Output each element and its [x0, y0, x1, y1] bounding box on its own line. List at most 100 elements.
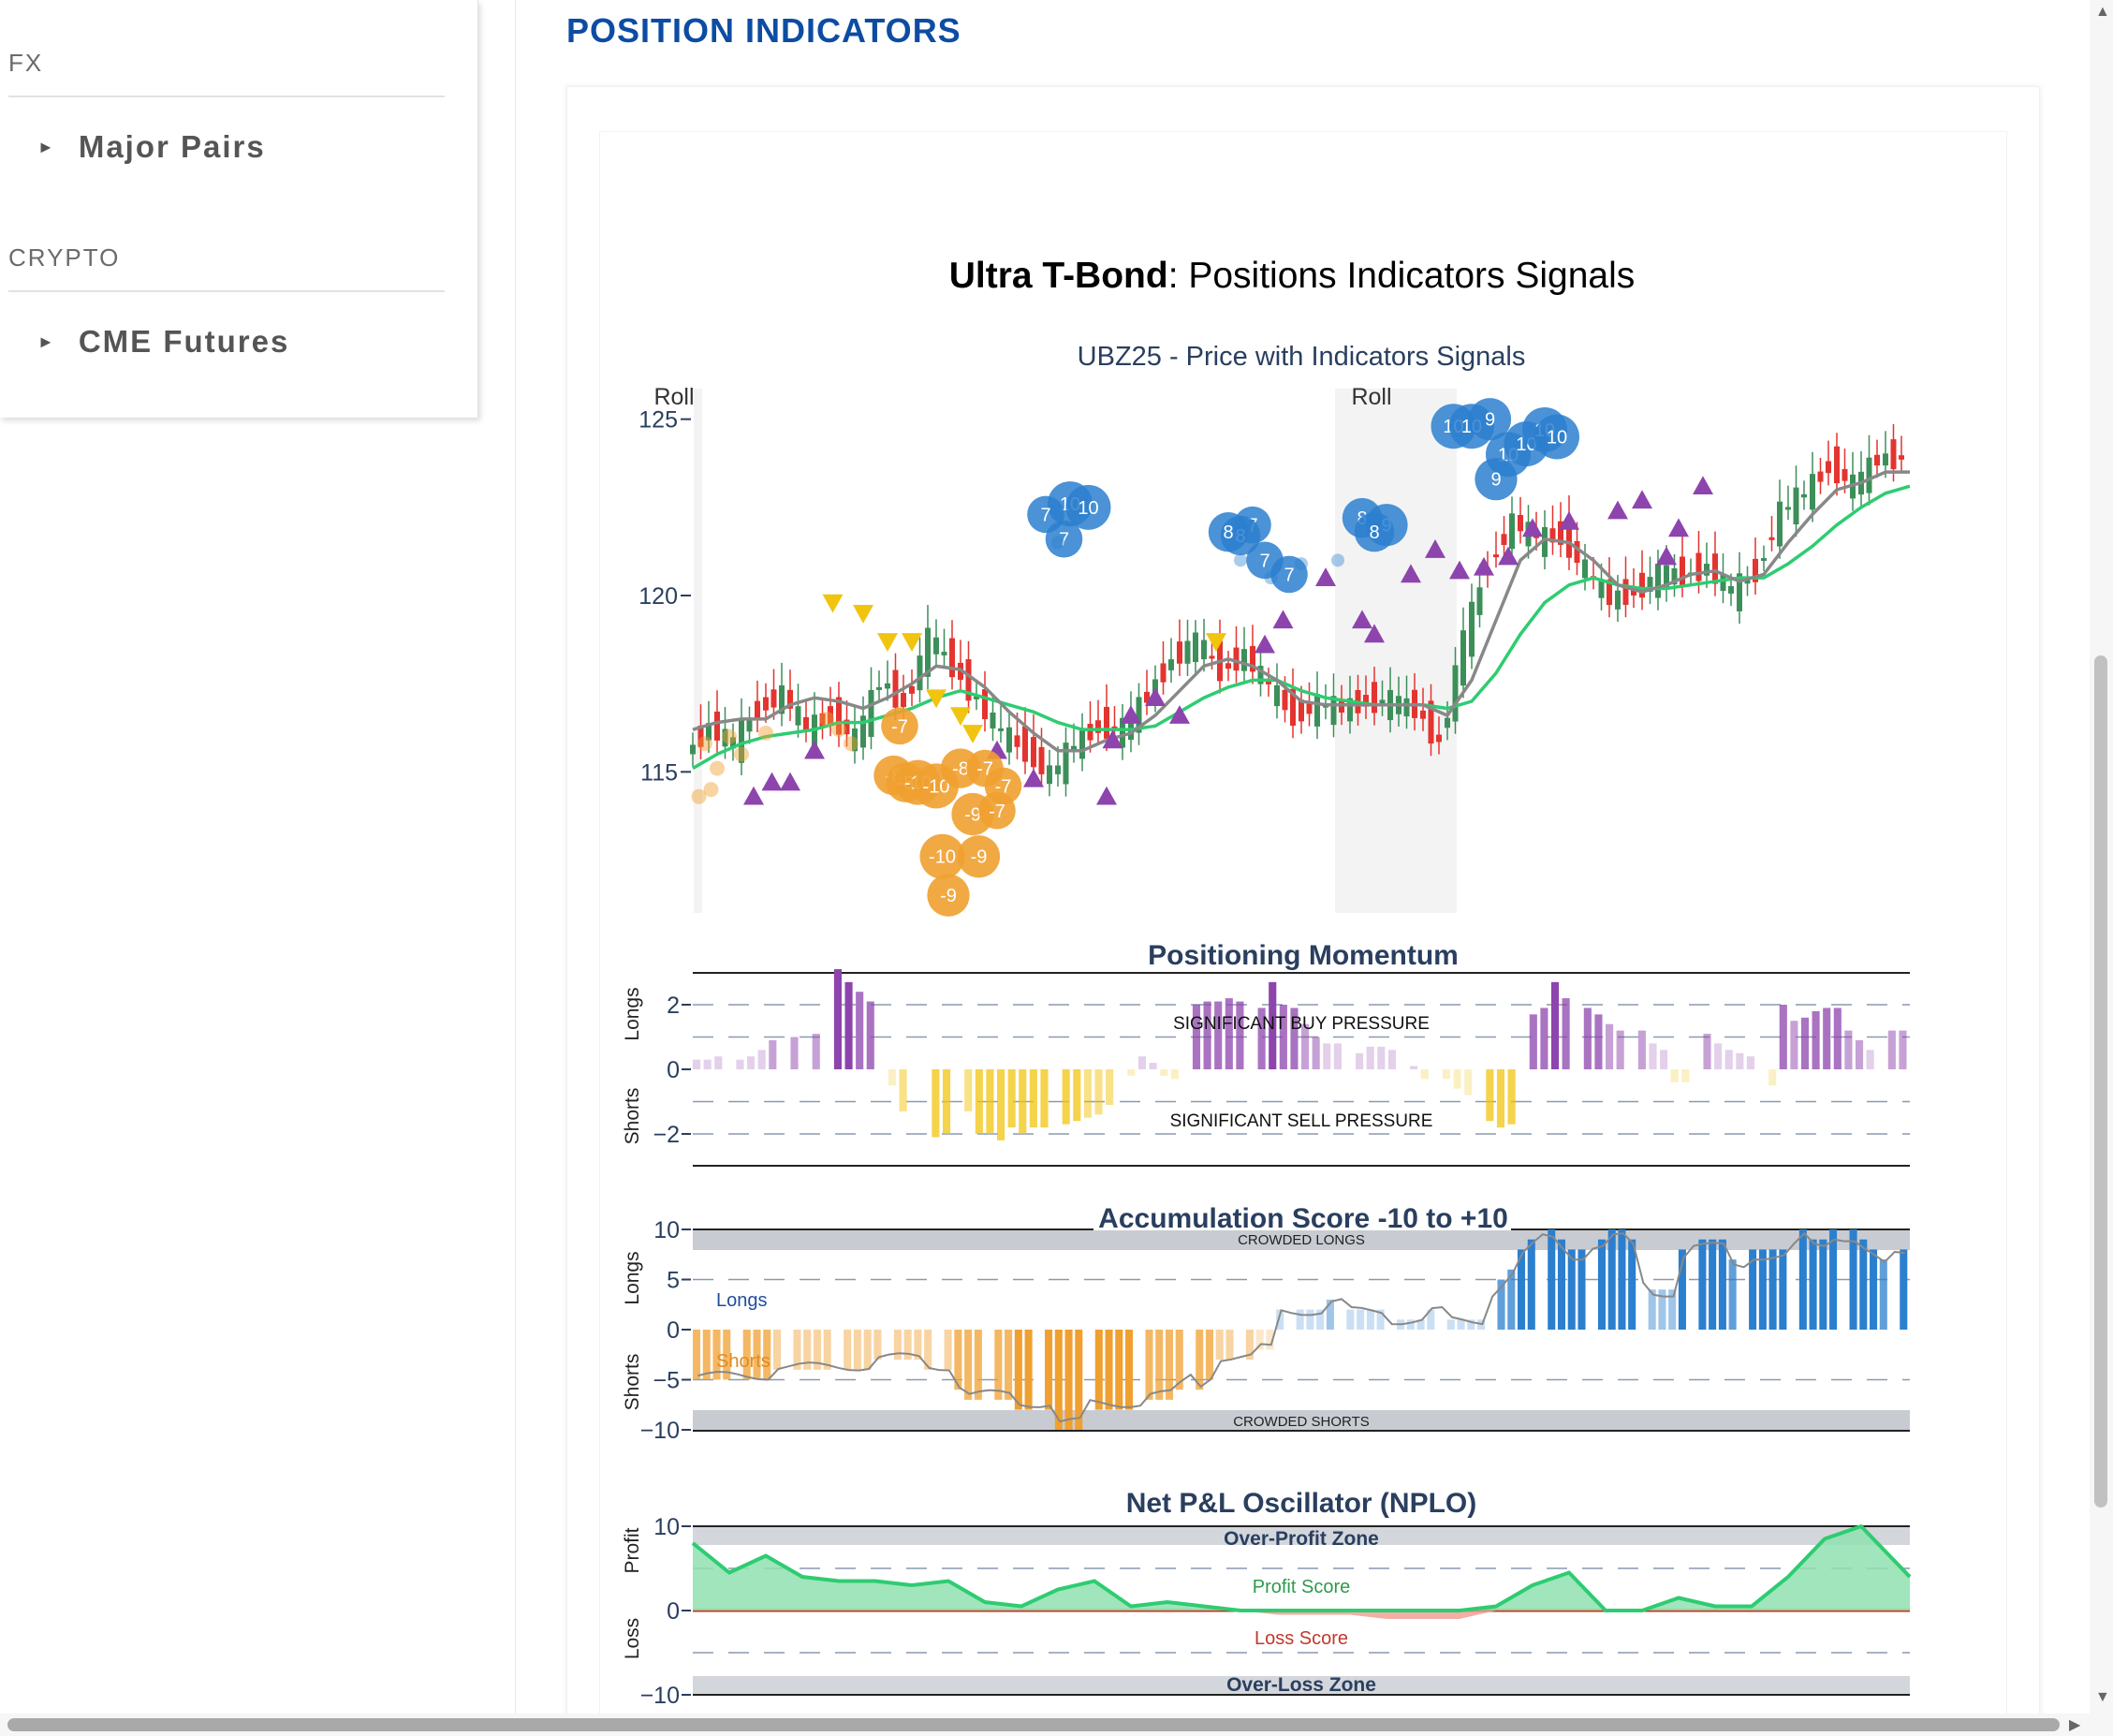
caret-right-icon: ►	[37, 331, 56, 351]
momentum-bar	[1333, 1043, 1342, 1069]
momentum-bar	[1714, 1043, 1723, 1069]
short-signal-bubble	[978, 791, 1016, 830]
minor-long-bubble	[1295, 557, 1308, 571]
accumulation-bar	[1406, 1319, 1415, 1330]
accumulation-bar	[1607, 1229, 1616, 1330]
accumulation-bar	[1668, 1289, 1677, 1330]
nav-item-label: Major Pairs	[78, 129, 266, 164]
candle	[1639, 572, 1645, 598]
over-profit-zone	[693, 1526, 1910, 1545]
candle	[1460, 630, 1466, 686]
candle	[1542, 526, 1548, 557]
candle	[1428, 700, 1434, 744]
short-signal-label: -8	[952, 759, 969, 780]
nplo-ylabel-profit: Profit	[622, 1527, 643, 1573]
candle	[1469, 601, 1475, 657]
minor-short-bubble	[691, 788, 707, 804]
scroll-right-icon[interactable]: ▶	[2069, 1717, 2081, 1733]
crowded-longs-label: CROWDED LONGS	[1238, 1232, 1365, 1248]
accumulation-bar	[1870, 1249, 1878, 1330]
candle	[1728, 585, 1734, 594]
candle	[1509, 513, 1515, 550]
momentum-bar	[1670, 1069, 1679, 1082]
accumulation-bar	[1446, 1319, 1455, 1330]
candle	[1704, 564, 1709, 576]
vertical-scroll-thumb[interactable]	[2094, 655, 2107, 1508]
long-signal-label: 9	[1490, 470, 1501, 491]
y-tick-label: 0	[667, 1317, 680, 1344]
momentum-bar	[1583, 1008, 1592, 1069]
accumulation-bar	[1175, 1330, 1183, 1390]
nav-item-cme-futures[interactable]: ► CME Futures	[37, 324, 289, 360]
momentum-bar	[932, 1069, 940, 1138]
candle	[739, 720, 744, 763]
profit-area	[693, 1526, 1910, 1611]
candle	[974, 696, 979, 699]
accumulation-bar	[1597, 1239, 1606, 1330]
accumulation-bar	[1346, 1309, 1355, 1330]
long-signal-bubble	[1045, 520, 1083, 558]
momentum-bar	[856, 992, 864, 1069]
accumulation-bar	[1064, 1330, 1073, 1430]
buy-signal-marker	[1522, 518, 1543, 537]
sell-signal-marker	[962, 725, 983, 743]
momentum-bar	[693, 1059, 701, 1069]
nav-item-major-pairs[interactable]: ► Major Pairs	[37, 129, 266, 165]
momentum-bar	[1377, 1046, 1386, 1069]
sidebar: FX ► Major Pairs CRYPTO ► CME Futures	[0, 0, 478, 418]
momentum-bar	[1149, 1063, 1157, 1069]
candle	[1631, 588, 1636, 596]
candle	[885, 683, 890, 689]
accumulation-bar	[994, 1330, 1003, 1400]
buy-signal-marker	[1668, 518, 1689, 537]
accumulation-bar	[753, 1330, 761, 1380]
accumulation-bar	[1658, 1289, 1666, 1330]
candle	[901, 693, 906, 708]
momentum-bar	[833, 969, 843, 1069]
y-tick-label: 125	[638, 407, 678, 434]
accumulation-bar	[693, 1330, 701, 1380]
accumulation-bar	[1557, 1239, 1566, 1330]
momentum-bar	[1724, 1050, 1733, 1069]
figure-title-bold: Ultra T-Bond	[949, 256, 1168, 296]
content-divider	[515, 0, 516, 1714]
candle	[917, 655, 923, 691]
chart-card	[566, 86, 2040, 1736]
candle	[1445, 717, 1450, 728]
candle	[909, 685, 915, 694]
candle	[1233, 647, 1240, 671]
accumulation-bar	[1728, 1259, 1737, 1330]
candle	[1615, 590, 1621, 610]
over-loss-zone	[693, 1676, 1910, 1695]
candle	[1087, 724, 1093, 741]
candle	[990, 712, 996, 729]
minor-long-bubble	[1264, 571, 1278, 585]
candle	[1299, 699, 1304, 722]
candle	[770, 689, 777, 708]
candle	[1874, 454, 1880, 466]
accumulation-bar	[1255, 1330, 1264, 1350]
momentum-bar	[1225, 998, 1233, 1069]
scroll-up-icon[interactable]: ▲	[2095, 4, 2110, 20]
y-tick-label: 120	[638, 583, 678, 610]
buy-signal-marker	[1315, 567, 1336, 586]
accumulation-bar	[974, 1330, 982, 1400]
momentum-bar	[812, 1034, 820, 1069]
momentum-bar	[1833, 1008, 1842, 1069]
momentum-bar	[888, 1069, 897, 1086]
minor-short-bubble	[819, 711, 834, 727]
momentum-bar	[1236, 1001, 1244, 1069]
candle	[1314, 694, 1320, 727]
candle	[1266, 681, 1271, 684]
scroll-down-icon[interactable]: ▼	[2095, 1689, 2110, 1705]
momentum-bar	[1387, 1050, 1396, 1069]
section-label-fx: FX	[8, 49, 44, 77]
candle	[1184, 640, 1191, 664]
horizontal-scroll-thumb[interactable]	[7, 1718, 2060, 1731]
momentum-bar	[1366, 1046, 1374, 1069]
candle	[1793, 487, 1799, 525]
candle	[1363, 695, 1369, 707]
accumulation-bar	[1809, 1239, 1817, 1330]
accumulation-bar	[1768, 1249, 1777, 1330]
